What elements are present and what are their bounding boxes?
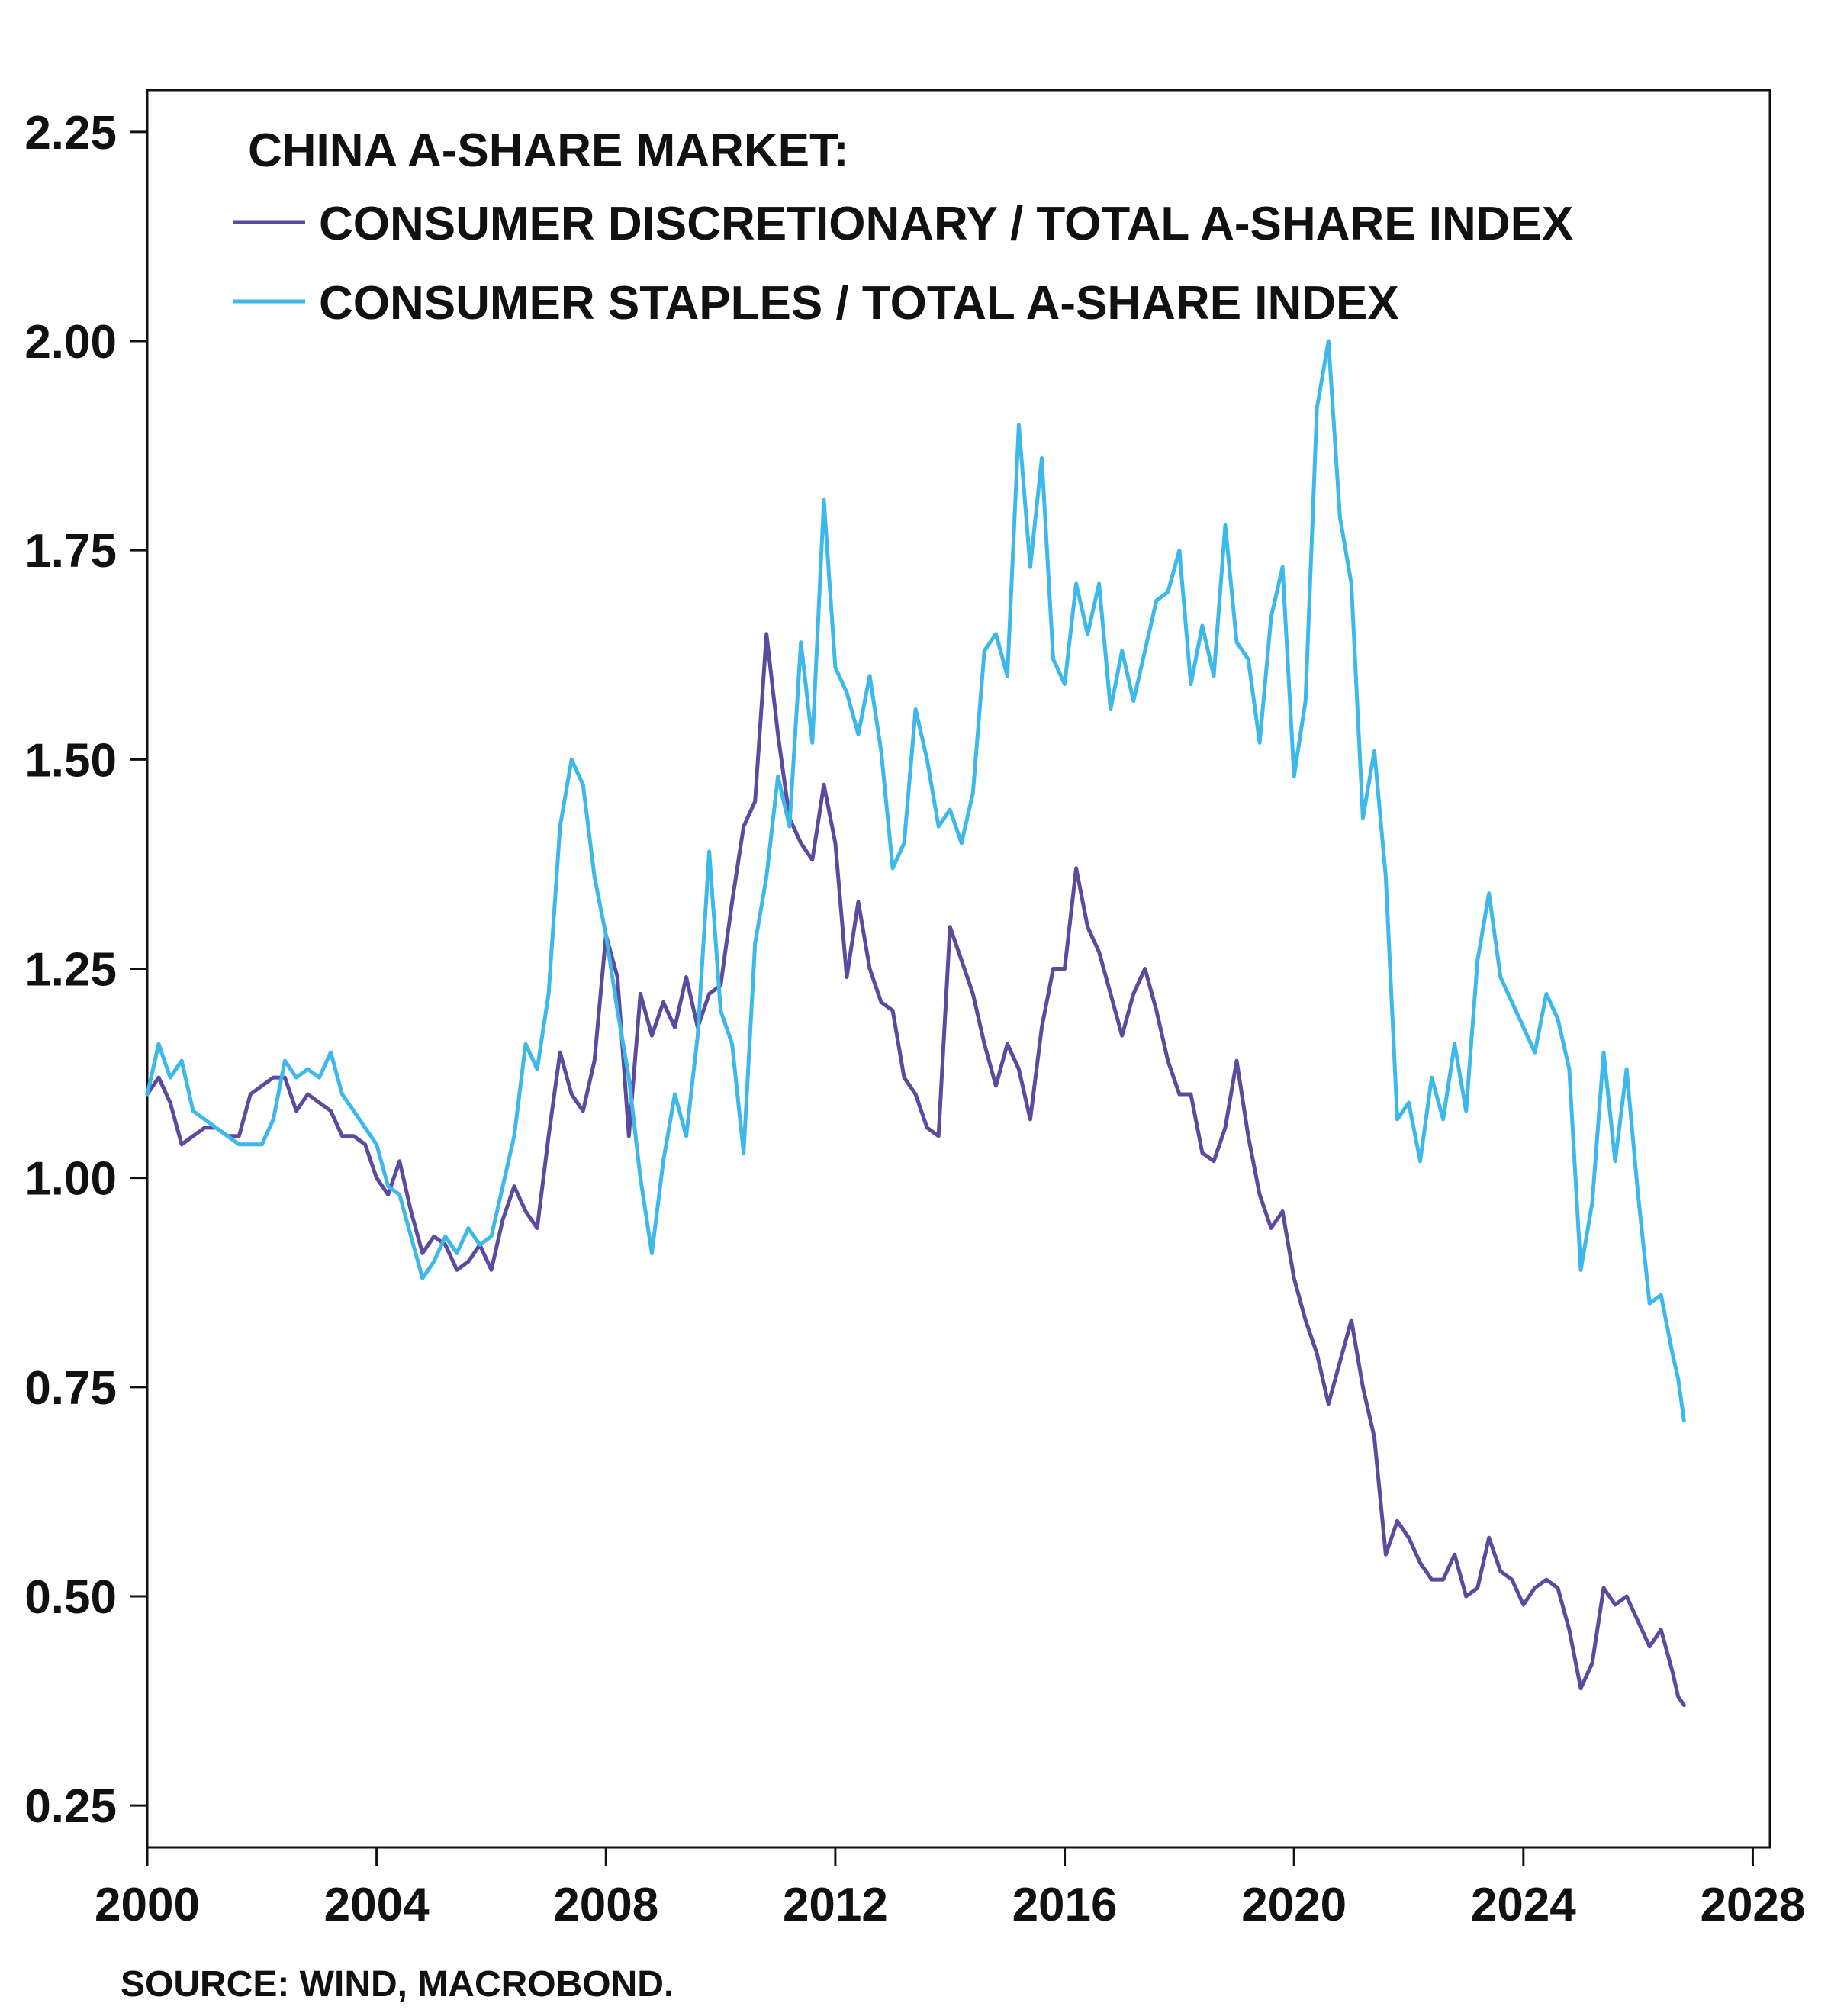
- x-tick-label: 2012: [783, 1879, 888, 1931]
- x-tick-label: 2004: [324, 1879, 430, 1931]
- plot-frame: [146, 89, 1771, 1849]
- y-tick-label: 0.75: [24, 1362, 117, 1415]
- y-tick-label: 1.00: [24, 1153, 117, 1206]
- series-line-staples: [145, 339, 1686, 1423]
- x-tick-label: 2020: [1241, 1879, 1347, 1931]
- x-axis: 2000 2004 2008 2012 2016 2020 2024 2028: [95, 1847, 1805, 1931]
- y-tick-label: 1.25: [24, 944, 117, 997]
- y-tick-label: 2.25: [24, 107, 117, 159]
- legend-label-staples: CONSUMER STAPLES / TOTAL A-SHARE INDEX: [319, 277, 1399, 330]
- x-tick-label: 2008: [553, 1879, 658, 1931]
- legend: CHINA A-SHARE MARKET: CONSUMER DISCRETIO…: [233, 124, 1573, 330]
- x-tick-label: 2016: [1012, 1879, 1118, 1931]
- y-tick-label: 1.75: [24, 525, 117, 578]
- y-tick-label: 1.50: [24, 734, 117, 787]
- x-tick-label: 2028: [1700, 1879, 1805, 1931]
- y-tick-label: 0.25: [24, 1780, 117, 1833]
- x-tick-label: 2000: [95, 1879, 200, 1931]
- y-axis: 0.25 0.50 0.75 1.00 1.25 1.50 1.75 2.00 2.25: [24, 107, 147, 1833]
- series-line-discretionary: [145, 632, 1686, 1708]
- x-tick-label: 2024: [1471, 1879, 1576, 1931]
- series-layer: [145, 339, 1686, 1708]
- legend-title: CHINA A-SHARE MARKET:: [248, 124, 849, 177]
- legend-label-discretionary: CONSUMER DISCRETIONARY / TOTAL A-SHARE I…: [319, 198, 1573, 250]
- source-note: SOURCE: WIND, MACROBOND.: [121, 1964, 674, 2005]
- y-tick-label: 0.50: [24, 1571, 117, 1624]
- y-tick-label: 2.00: [24, 316, 117, 369]
